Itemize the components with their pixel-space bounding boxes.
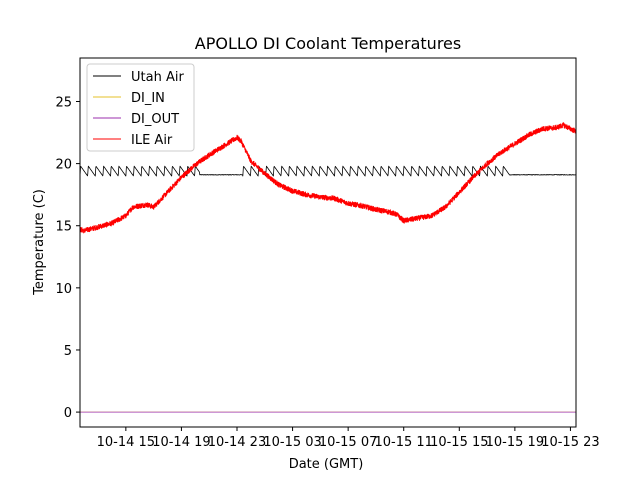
legend-label-di-in: DI_IN	[131, 91, 165, 106]
legend-label-utah-air: Utah Air	[131, 70, 184, 85]
y-tick-label: 5	[64, 344, 72, 359]
y-tick-label: 10	[55, 282, 72, 297]
y-tick-label: 20	[55, 158, 72, 173]
chart-title: APOLLO DI Coolant Temperatures	[195, 34, 461, 53]
x-tick-label: 10-15 19	[486, 435, 544, 450]
series-line-utah-air	[80, 165, 576, 177]
y-tick-label: 0	[64, 406, 72, 421]
x-tick-label: 10-14 19	[152, 435, 210, 450]
y-tick-label: 25	[55, 95, 72, 110]
series-line-ile-air	[80, 122, 576, 234]
x-tick-label: 10-15 03	[263, 435, 321, 450]
x-tick-label: 10-14 23	[208, 435, 266, 450]
x-tick-label: 10-14 15	[97, 435, 155, 450]
series-layer	[80, 122, 576, 413]
y-axis-label: Temperature (C)	[32, 189, 47, 296]
x-axis-label: Date (GMT)	[289, 457, 364, 472]
x-tick-label: 10-15 07	[319, 435, 377, 450]
x-tick-label: 10-15 11	[374, 435, 432, 450]
x-tick-label: 10-15 15	[430, 435, 488, 450]
y-tick-label: 15	[55, 220, 72, 235]
legend-label-ile-air: ILE Air	[131, 133, 173, 148]
legend-box	[86, 63, 195, 152]
x-tick-label: 10-15 23	[541, 435, 599, 450]
plot-area-frame	[79, 57, 577, 428]
y-axis-ticks: 0 5 10 15 20 25	[55, 95, 80, 421]
legend-label-di-out: DI_OUT	[131, 112, 179, 127]
legend: Utah Air DI_IN DI_OUT ILE Air	[86, 63, 195, 152]
